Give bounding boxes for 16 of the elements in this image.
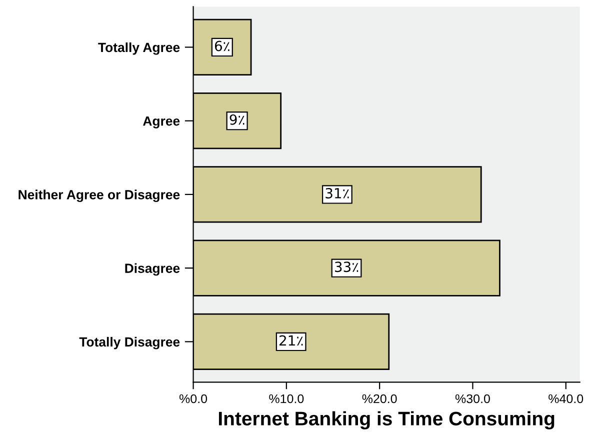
x-tick-label: %20.0 <box>362 394 397 404</box>
data-label: 31٪ <box>326 188 349 198</box>
y-tick-label: Agree <box>143 116 180 128</box>
data-label: 21٪ <box>280 335 303 346</box>
data-label: 9٪ <box>230 114 244 125</box>
x-tick-label: %0.0 <box>179 394 208 404</box>
x-tick-label: %10.0 <box>269 394 304 404</box>
x-axis-title: Internet Banking is Time Consuming <box>218 411 554 430</box>
y-tick-label: Totally Agree <box>98 42 180 55</box>
x-tick-label: %40.0 <box>548 394 584 404</box>
x-tick-label: %30.0 <box>455 394 490 404</box>
y-tick-label: Totally Disagree <box>79 336 180 350</box>
data-label: 6٪ <box>214 40 230 52</box>
y-tick-label: Disagree <box>125 263 180 276</box>
y-tick-label: Neither Agree or Disagree <box>18 190 180 202</box>
data-label: 33٪ <box>335 262 358 272</box>
